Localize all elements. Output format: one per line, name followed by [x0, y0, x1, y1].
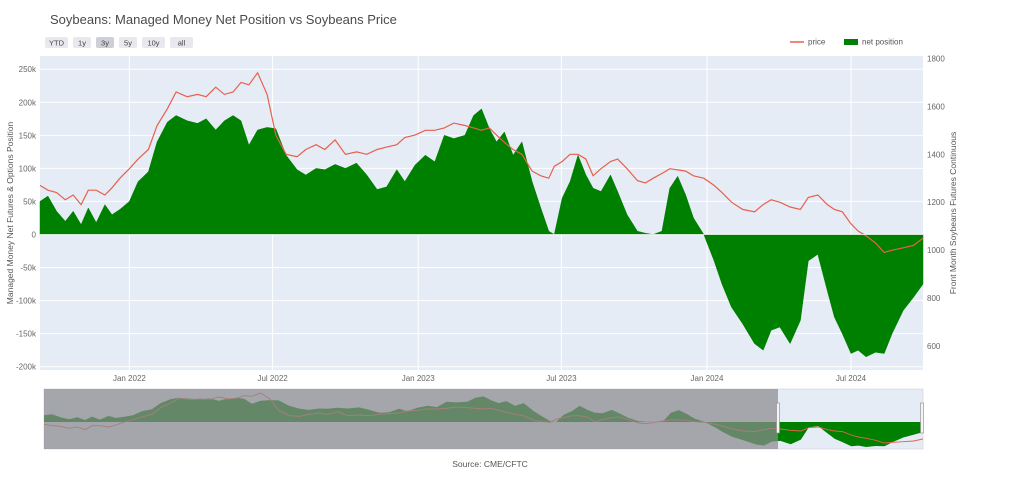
y-right-tick-label: 1200 [927, 198, 945, 207]
range-button-label: YTD [49, 38, 65, 47]
range-button-ytd[interactable]: YTD [45, 37, 68, 48]
y-left-tick-label: -200k [16, 363, 37, 372]
x-tick-label: Jul 2024 [836, 374, 867, 383]
range-button-label: 5y [124, 38, 132, 47]
y-left-tick-label: -150k [16, 330, 37, 339]
chart-title: Soybeans: Managed Money Net Position vs … [50, 12, 397, 27]
y-left-tick-label: 250k [19, 65, 37, 74]
source-note: Source: CME/CFTC [452, 459, 528, 469]
range-selector-buttons[interactable]: YTD 1y 3y 5y 10y all [45, 37, 193, 48]
y-left-tick-label: 100k [19, 164, 37, 173]
legend-item-price[interactable]: price [790, 38, 826, 47]
y-right-tick-label: 1000 [927, 246, 945, 255]
price-line [39, 71, 924, 254]
x-tick-label: Jul 2023 [546, 374, 577, 383]
slider-unselected-mask [44, 389, 778, 449]
range-button-label: 3y [101, 38, 109, 47]
y-axis-left-title: Managed Money Net Futures & Options Posi… [5, 122, 15, 305]
x-tick-label: Jan 2023 [402, 374, 435, 383]
range-button-all[interactable]: all [170, 37, 193, 48]
range-button-label: 10y [147, 38, 159, 47]
net-position-area [39, 108, 924, 358]
main-series [39, 71, 924, 358]
y-left-tick-label: 150k [19, 131, 37, 140]
legend-item-net-position[interactable]: net position [844, 38, 903, 47]
y-right-tick-label: 600 [927, 342, 941, 351]
legend-swatch [844, 39, 858, 45]
y-left-tick-label: 200k [19, 98, 37, 107]
x-tick-label: Jul 2022 [257, 374, 288, 383]
range-button-label: 1y [78, 38, 86, 47]
x-tick-label: Jan 2024 [691, 374, 724, 383]
legend-label: price [808, 38, 826, 47]
y-left-tick-label: 0 [32, 230, 37, 239]
range-button-10y[interactable]: 10y [142, 37, 165, 48]
range-slider[interactable] [43, 388, 924, 450]
y-left-tick-label: -100k [16, 297, 37, 306]
y-right-tick-label: 800 [927, 294, 941, 303]
legend-label: net position [862, 38, 903, 47]
y-right-tick-label: 1400 [927, 150, 945, 159]
range-button-label: all [178, 38, 186, 47]
x-tick-label: Jan 2022 [113, 374, 146, 383]
y-right-tick-label: 1800 [927, 54, 945, 63]
range-button-1y[interactable]: 1y [73, 37, 91, 48]
y-left-tick-label: 50k [23, 197, 37, 206]
axis-tick-labels: -200k -150k -100k -50k 0 50k 100k 150k 200k 250k 6… [16, 54, 945, 383]
range-button-5y[interactable]: 5y [119, 37, 137, 48]
legend: price net position [790, 38, 903, 47]
slider-handle-right[interactable] [920, 402, 924, 434]
y-axis-right-title: Front Month Soybeans Futures Continuous [948, 132, 958, 295]
slider-handle-left[interactable] [776, 402, 780, 434]
y-left-tick-label: -50k [20, 264, 37, 273]
range-button-3y[interactable]: 3y [96, 37, 114, 48]
y-right-tick-label: 1600 [927, 102, 945, 111]
